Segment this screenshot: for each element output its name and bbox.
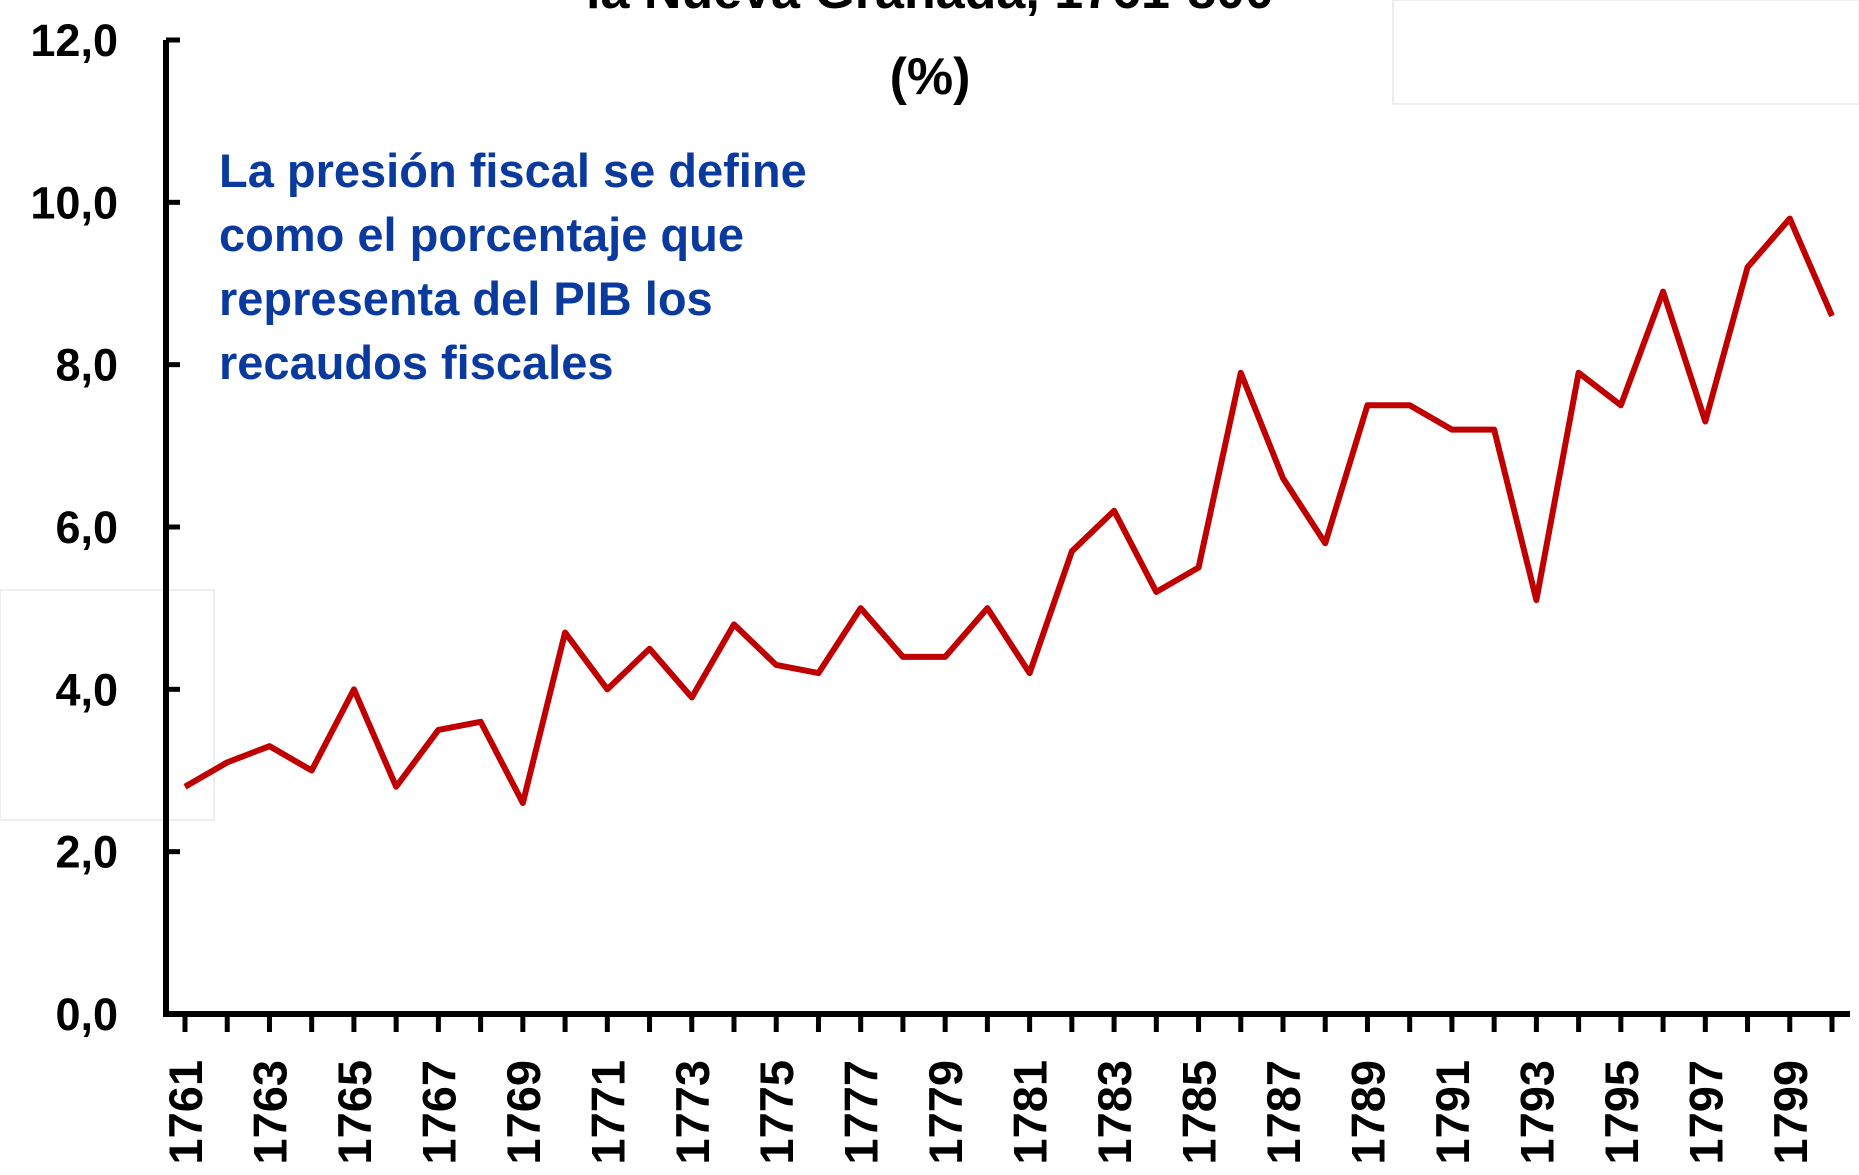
- data-line: [183, 215, 1835, 806]
- x-tick-label: 1775: [750, 1060, 803, 1165]
- x-tick-label: 1787: [1257, 1060, 1310, 1165]
- chart-title: la Nueva Granada, 1761-800: [586, 0, 1274, 20]
- y-tick-label: 6,0: [55, 502, 118, 553]
- x-tick-label: 1765: [328, 1060, 381, 1165]
- y-tick-label: 0,0: [55, 989, 118, 1040]
- background-panel: [0, 589, 215, 821]
- x-tick-label: 1781: [1004, 1060, 1057, 1165]
- x-tick-label: 1791: [1426, 1060, 1479, 1165]
- x-tick-label: 1783: [1088, 1060, 1141, 1165]
- y-tick-label: 10,0: [30, 177, 118, 228]
- x-tick-label: 1763: [243, 1060, 296, 1165]
- x-tick-label: 1767: [412, 1060, 465, 1165]
- x-tick-label: 1779: [919, 1060, 972, 1165]
- x-tick-label: 1797: [1679, 1060, 1732, 1165]
- x-tick-label: 1777: [835, 1060, 888, 1165]
- x-tick-label: 1785: [1173, 1060, 1226, 1165]
- chart-subtitle: (%): [890, 48, 971, 106]
- x-tick-label: 1793: [1510, 1060, 1563, 1165]
- x-tick-label: 1795: [1595, 1060, 1648, 1165]
- y-tick-label: 2,0: [55, 827, 118, 878]
- y-tick-label: 4,0: [55, 664, 118, 715]
- x-tick-label: 1761: [159, 1060, 212, 1165]
- annotation: representa del PIB los: [219, 272, 713, 325]
- x-tick-label: 1799: [1764, 1060, 1817, 1165]
- background-panel: [1392, 0, 1859, 105]
- x-tick-label: 1773: [666, 1060, 719, 1165]
- annotation: como el porcentaje que: [219, 208, 744, 261]
- x-tick-label: 1789: [1341, 1060, 1394, 1165]
- x-tick-label: 1769: [497, 1060, 550, 1165]
- annotation: La presión fiscal se define: [219, 144, 807, 197]
- annotation: recaudos fiscales: [219, 336, 614, 389]
- y-tick-label: 12,0: [30, 15, 118, 66]
- x-tick-label: 1771: [581, 1060, 634, 1165]
- y-tick-label: 8,0: [55, 340, 118, 391]
